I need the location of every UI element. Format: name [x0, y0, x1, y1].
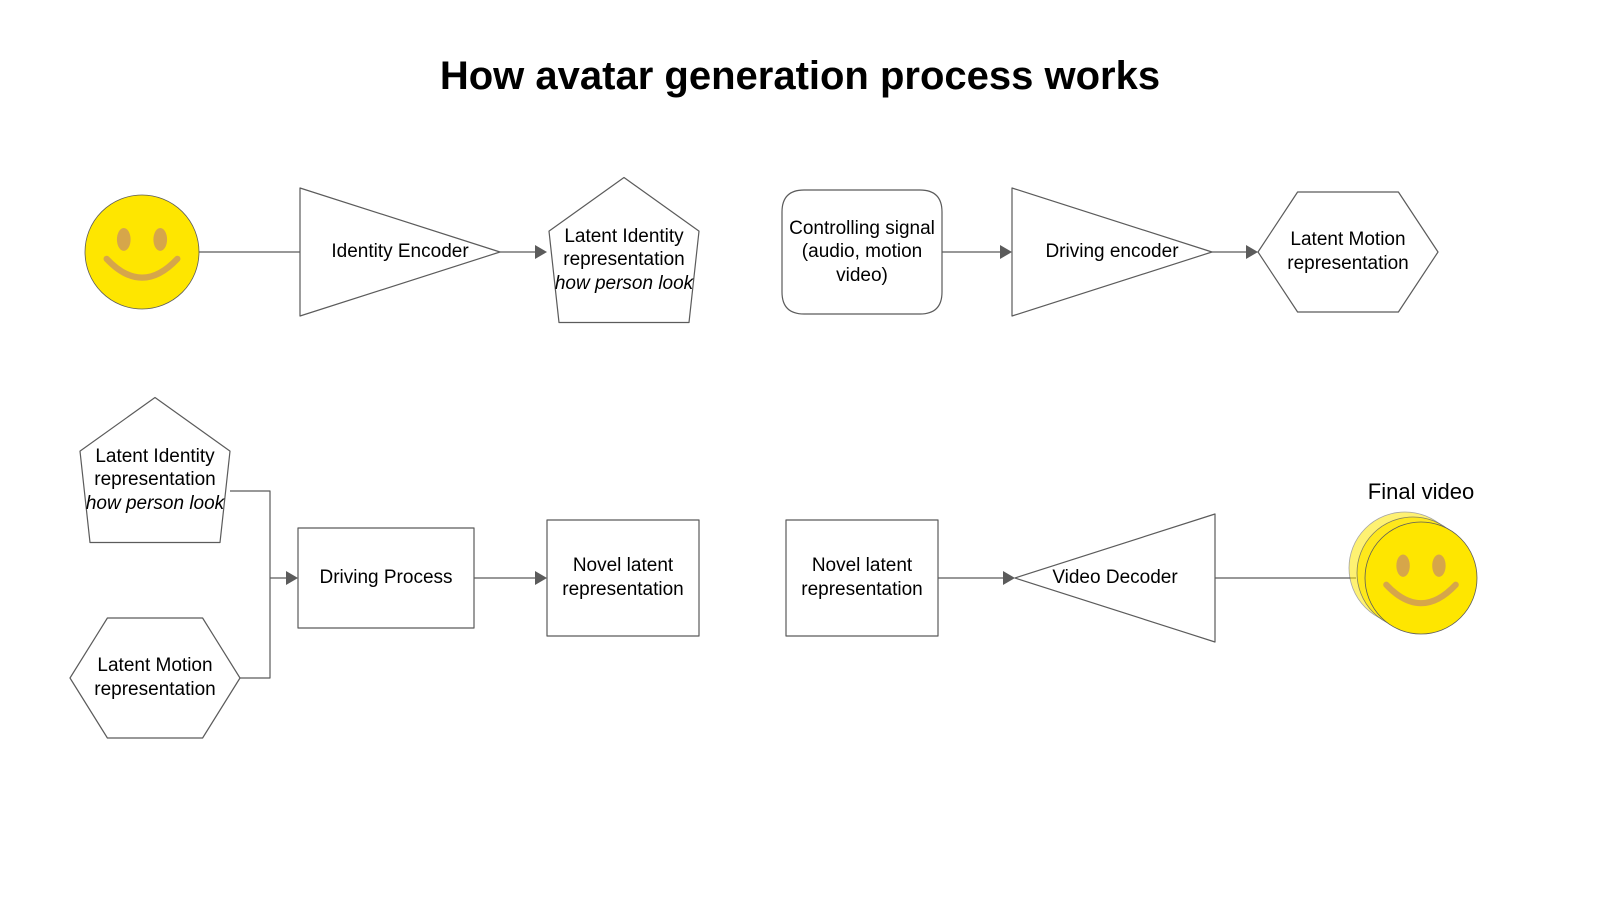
- node-label-drv_encoder: Driving encoder: [1012, 240, 1212, 264]
- arrowhead: [535, 571, 547, 585]
- arrowhead: [1000, 245, 1012, 259]
- smiley-output-icon: [1349, 512, 1477, 634]
- node-label-driving_proc: Driving Process: [298, 566, 474, 590]
- node-label-latent_id_bot: Latent Identityrepresentationhow person …: [80, 445, 230, 516]
- arrowhead: [1246, 245, 1258, 259]
- smiley-input-icon: [85, 195, 199, 309]
- node-label-id_encoder: Identity Encoder: [300, 240, 500, 264]
- node-label-video_dec: Video Decoder: [1015, 566, 1215, 590]
- node-label-novel_right: Novel latentrepresentation: [786, 554, 938, 602]
- arrowhead: [1003, 571, 1015, 585]
- arrowhead: [535, 245, 547, 259]
- edge: [230, 491, 270, 578]
- node-label-ctrl_signal: Controlling signal(audio, motionvideo): [782, 217, 942, 288]
- edge: [240, 578, 270, 678]
- node-label-latent_motion_bot: Latent Motionrepresentation: [70, 654, 240, 702]
- node-label-latent_id_top: Latent Identityrepresentationhow person …: [549, 225, 699, 296]
- node-label-latent_motion_top: Latent Motionrepresentation: [1258, 228, 1438, 276]
- node-label-novel_left: Novel latentrepresentation: [547, 554, 699, 602]
- arrowhead: [286, 571, 298, 585]
- final-video-label: Final video: [1331, 478, 1511, 506]
- diagram-svg: [0, 0, 1600, 900]
